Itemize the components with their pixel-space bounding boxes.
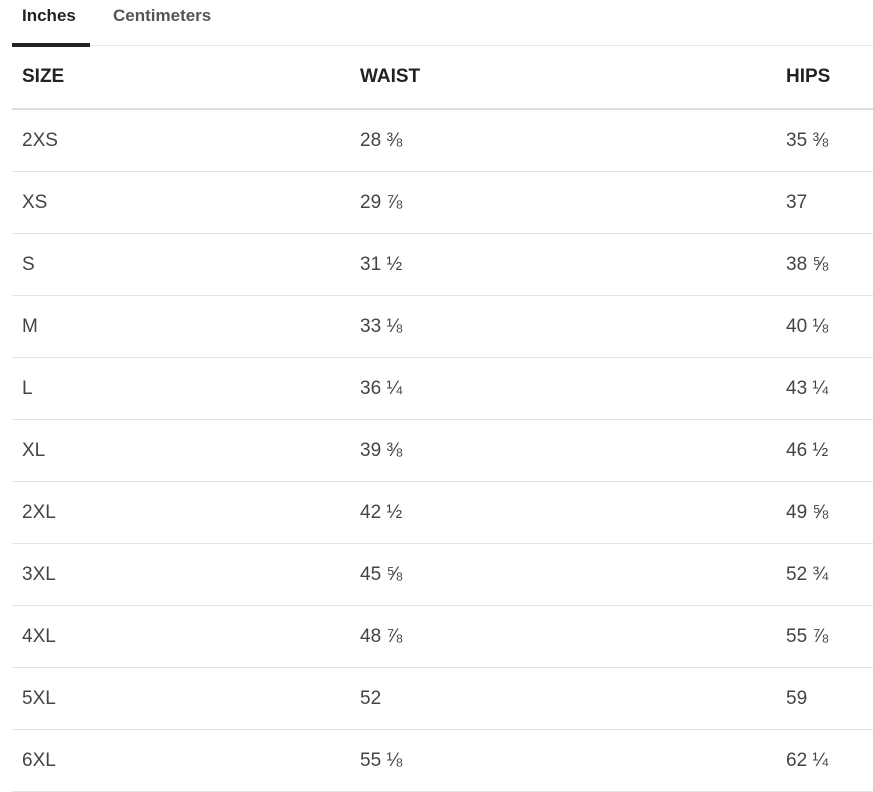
unit-tab[interactable]: Inches [12,5,90,47]
table-cell: 52 [360,667,786,730]
table-cell: 38 ⅝ [786,233,873,296]
column-header: SIZE [12,46,360,110]
table-row: 5XL 52 59 [12,667,873,730]
table-cell: S [12,233,360,296]
table-cell: 52 ¾ [786,543,873,606]
table-row: 4XL 48 ⅞ 55 ⅞ [12,605,873,668]
table-row: XS 29 ⅞ 37 [12,171,873,234]
table-cell: 33 ⅛ [360,295,786,358]
table-cell: 55 ⅛ [360,729,786,792]
table-body: 2XS 28 ⅜ 35 ⅜ XS 29 ⅞ 37 S 31 ½ 38 ⅝ M 33 ⅛ 40 ⅛ L 36… [12,109,873,792]
table-cell: 62 ¼ [786,729,873,792]
header-row: SIZE WAIST HIPS [12,46,873,110]
table-cell: 40 ⅛ [786,295,873,358]
table-cell: 43 ¼ [786,357,873,420]
table-cell: 49 ⅝ [786,481,873,544]
table-cell: 35 ⅜ [786,109,873,172]
table-cell: 5XL [12,667,360,730]
table-cell: 39 ⅜ [360,419,786,482]
table-cell: 31 ½ [360,233,786,296]
table-row: M 33 ⅛ 40 ⅛ [12,295,873,358]
table-cell: 42 ½ [360,481,786,544]
table-row: 2XL 42 ½ 49 ⅝ [12,481,873,544]
table-cell: 3XL [12,543,360,606]
table-cell: 46 ½ [786,419,873,482]
table-cell: M [12,295,360,358]
size-table: SIZE WAIST HIPS 2XS 28 ⅜ 35 ⅜ XS 29 ⅞ 37 S 31 ½ 38… [12,46,873,792]
table-row: L 36 ¼ 43 ¼ [12,357,873,420]
unit-tab[interactable]: Centimeters [113,6,212,25]
table-row: 2XS 28 ⅜ 35 ⅜ [12,109,873,172]
unit-tabs: Inches Centimeters [12,0,873,47]
table-cell: 37 [786,171,873,234]
table-cell: 48 ⅞ [360,605,786,668]
column-header: WAIST [360,46,786,110]
column-header: HIPS [786,46,873,110]
table-cell: 59 [786,667,873,730]
table-cell: 28 ⅜ [360,109,786,172]
table-cell: XS [12,171,360,234]
table-cell: 29 ⅞ [360,171,786,234]
table-cell: 45 ⅝ [360,543,786,606]
table-cell: 4XL [12,605,360,668]
table-cell: 2XL [12,481,360,544]
table-row: 6XL 55 ⅛ 62 ¼ [12,729,873,792]
table-cell: 36 ¼ [360,357,786,420]
table-cell: 6XL [12,729,360,792]
table-row: 3XL 45 ⅝ 52 ¾ [12,543,873,606]
table-row: S 31 ½ 38 ⅝ [12,233,873,296]
table-cell: 55 ⅞ [786,605,873,668]
table-row: XL 39 ⅜ 46 ½ [12,419,873,482]
table-cell: L [12,357,360,420]
table-cell: 2XS [12,109,360,172]
table-cell: XL [12,419,360,482]
